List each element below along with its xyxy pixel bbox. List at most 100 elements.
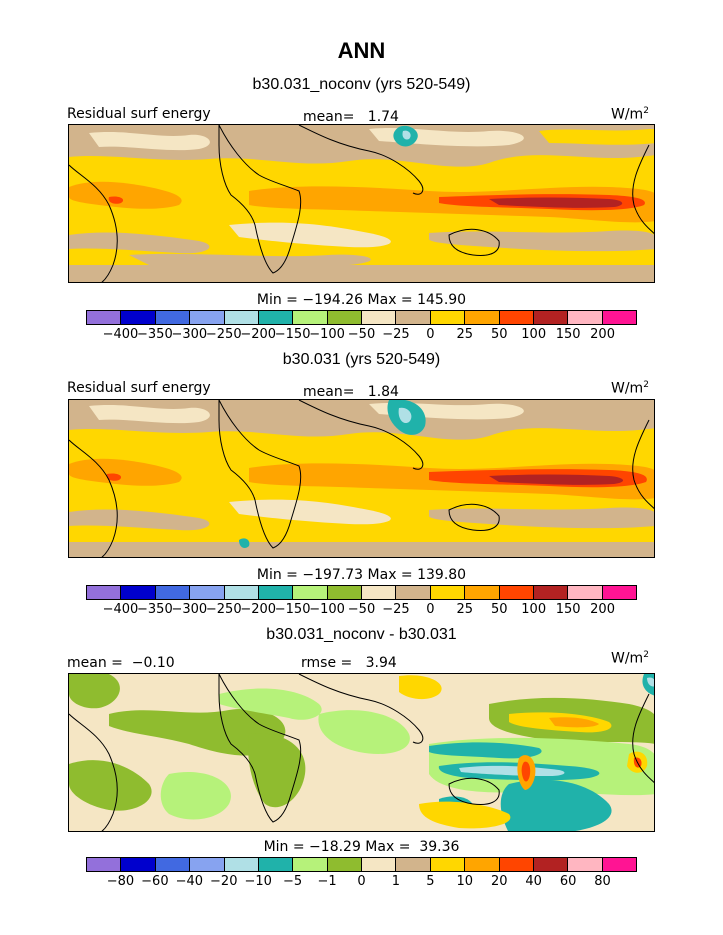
colorbar-swatch <box>602 586 636 599</box>
colorbar-tick-label: 5 <box>426 874 435 889</box>
colorbar-tick-label: 20 <box>490 874 508 889</box>
colorbar-tick-label: 150 <box>555 327 581 342</box>
panel-3-unit-label: W/m2 <box>611 650 649 667</box>
colorbar-swatch <box>87 858 122 871</box>
colorbar-swatch <box>327 858 362 871</box>
colorbar-tick-label: −400 <box>102 602 139 617</box>
panel-2-colorbar <box>86 585 637 600</box>
colorbar-tick-label: 10 <box>456 874 474 889</box>
panel-1-unit-label: W/m2 <box>611 106 649 123</box>
panel-1-subtitle: b30.031_noconv (yrs 520-549) <box>252 76 471 93</box>
colorbar-swatch <box>293 858 328 871</box>
panel-3-rmse-label: rmse = 3.94 <box>301 655 397 671</box>
colorbar-swatch <box>465 586 500 599</box>
colorbar-swatch <box>568 586 603 599</box>
colorbar-tick-label: −350 <box>137 602 173 617</box>
panel-1-mean-label: mean= 1.74 <box>303 109 399 125</box>
colorbar-swatch <box>87 311 122 324</box>
colorbar-tick-label: 25 <box>456 327 474 342</box>
colorbar-tick-label: −40 <box>175 874 204 889</box>
colorbar-tick-label: −20 <box>210 874 238 889</box>
colorbar-swatch <box>533 311 569 324</box>
colorbar-swatch <box>155 858 191 871</box>
colorbar-tick-label: 0 <box>426 327 435 342</box>
colorbar-swatch <box>190 311 225 324</box>
colorbar-tick-label: 1 <box>391 874 401 889</box>
colorbar-tick-label: −80 <box>106 874 135 889</box>
panel-3-mean-label: mean = −0.10 <box>67 655 175 671</box>
colorbar-swatch <box>465 311 500 324</box>
colorbar-swatch <box>430 586 466 599</box>
panel-3-map <box>68 673 655 832</box>
panel-3-colorbar-ticks: −80 −60 −40 −20 −10 −5 −1 0 1 5 10 20 40 60 80 <box>86 874 637 890</box>
colorbar-swatch <box>293 586 328 599</box>
panel-1-colorbar-ticks: −400 −350 −300 −250 −200 −150 −100 −50 −25 0 25 50 1… <box>86 327 637 343</box>
colorbar-tick-label: 150 <box>555 602 581 617</box>
colorbar-swatch <box>155 311 191 324</box>
colorbar-swatch <box>258 586 294 599</box>
colorbar-swatch <box>499 858 534 871</box>
colorbar-swatch <box>396 586 431 599</box>
panel-2-mean-label: mean= 1.84 <box>303 384 399 400</box>
colorbar-tick-label: −300 <box>171 327 208 342</box>
colorbar-swatch <box>396 311 431 324</box>
panel-1-map <box>68 124 655 283</box>
colorbar-swatch <box>602 311 636 324</box>
colorbar-swatch <box>224 586 259 599</box>
colorbar-tick-label: 200 <box>590 327 615 342</box>
colorbar-tick-label: −25 <box>382 327 410 342</box>
panel-2-subtitle: b30.031 (yrs 520-549) <box>282 351 441 368</box>
colorbar-tick-label: −1 <box>317 874 337 889</box>
colorbar-tick-label: −25 <box>382 602 410 617</box>
colorbar-swatch <box>568 311 603 324</box>
panel-3-subtitle: b30.031_noconv - b30.031 <box>266 626 457 643</box>
colorbar-tick-label: −5 <box>283 874 303 889</box>
colorbar-swatch <box>362 858 397 871</box>
colorbar-swatch <box>87 586 122 599</box>
colorbar-swatch <box>465 858 500 871</box>
colorbar-swatch <box>430 858 466 871</box>
colorbar-tick-label: 40 <box>525 874 542 889</box>
panel-2-unit-label: W/m2 <box>611 380 649 397</box>
colorbar-tick-label: 60 <box>559 874 577 889</box>
colorbar-swatch <box>190 586 225 599</box>
colorbar-tick-label: −350 <box>137 327 173 342</box>
colorbar-tick-label: 50 <box>490 327 508 342</box>
colorbar-swatch <box>362 586 397 599</box>
colorbar-tick-label: −100 <box>309 327 345 342</box>
colorbar-tick-label: −150 <box>274 327 311 342</box>
colorbar-swatch <box>533 586 569 599</box>
colorbar-tick-label: −400 <box>102 327 139 342</box>
panel-3-minmax: Min = −18.29 Max = 39.36 <box>263 839 460 855</box>
colorbar-swatch <box>499 586 534 599</box>
colorbar-swatch <box>224 311 259 324</box>
colorbar-swatch <box>121 311 156 324</box>
colorbar-swatch <box>121 586 156 599</box>
colorbar-swatch <box>568 858 603 871</box>
colorbar-swatch <box>293 311 328 324</box>
colorbar-tick-label: 80 <box>594 874 611 889</box>
colorbar-tick-label: 0 <box>357 874 366 889</box>
panel-1-field-label: Residual surf energy <box>67 106 211 122</box>
colorbar-tick-label: −10 <box>244 874 272 889</box>
colorbar-swatch <box>224 858 259 871</box>
colorbar-tick-label: 50 <box>490 602 508 617</box>
colorbar-swatch <box>258 311 294 324</box>
colorbar-swatch <box>327 586 362 599</box>
colorbar-tick-label: −250 <box>205 327 242 342</box>
panel-2-minmax: Min = −197.73 Max = 139.80 <box>256 567 467 583</box>
colorbar-tick-label: 200 <box>590 602 615 617</box>
colorbar-tick-label: −50 <box>347 602 376 617</box>
colorbar-tick-label: −200 <box>240 327 277 342</box>
panel-2-map <box>68 399 655 558</box>
colorbar-swatch <box>499 311 534 324</box>
colorbar-swatch <box>533 858 569 871</box>
colorbar-tick-label: −300 <box>171 602 208 617</box>
colorbar-swatch <box>190 858 225 871</box>
colorbar-swatch <box>430 311 466 324</box>
colorbar-swatch <box>602 858 636 871</box>
panel-2-colorbar-ticks: −400 −350 −300 −250 −200 −150 −100 −50 −25 0 25 50 1… <box>86 602 637 618</box>
colorbar-tick-label: −200 <box>240 602 277 617</box>
colorbar-tick-label: −100 <box>309 602 345 617</box>
colorbar-tick-label: −150 <box>274 602 311 617</box>
